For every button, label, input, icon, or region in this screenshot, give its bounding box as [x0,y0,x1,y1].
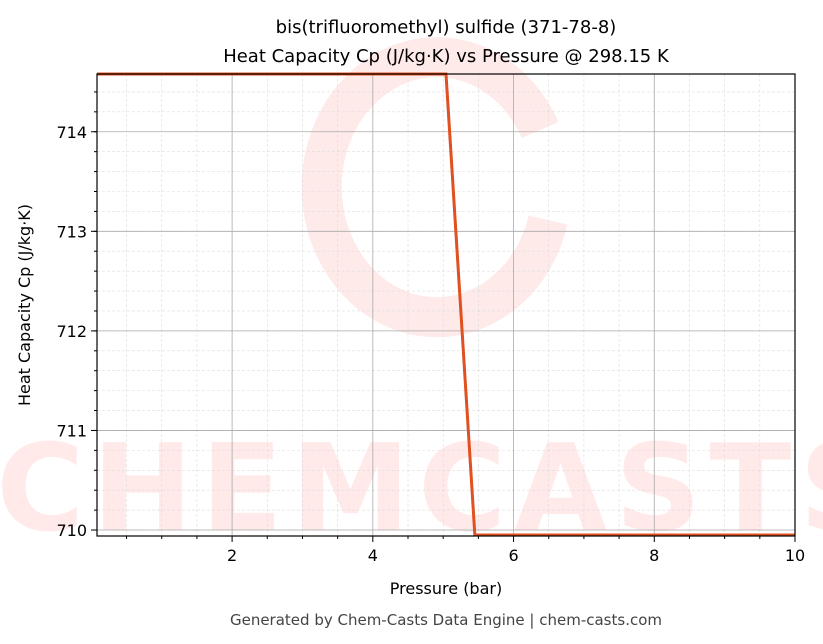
x-tick-label: 6 [508,546,518,565]
y-tick-label: 710 [56,521,87,540]
x-tick-label: 8 [649,546,659,565]
watermark-logo: CHEMCASTS [0,37,823,559]
ticks: 2 4 6 8 10 710 711 712 713 714 [56,91,805,565]
y-tick-label: 713 [56,222,87,241]
chart-title: bis(trifluoromethyl) sulfide (371-78-8) [276,17,617,38]
y-tick-label: 714 [56,123,87,142]
chart-subtitle: Heat Capacity Cp (J/kg·K) vs Pressure @ … [223,46,670,67]
x-tick-label: 2 [227,546,237,565]
axes-frame [96,73,796,537]
grid [97,74,796,536]
x-axis-label: Pressure (bar) [390,579,502,598]
y-tick-label: 712 [56,322,87,341]
x-tick-label: 4 [368,546,378,565]
svg-text:CHEMCASTS: CHEMCASTS [0,420,823,559]
x-tick-label: 10 [785,546,805,565]
y-tick-label: 711 [56,421,87,440]
footer: Generated by Chem-Casts Data Engine | ch… [230,611,662,629]
y-axis-label: Heat Capacity Cp (J/kg·K) [15,204,34,406]
